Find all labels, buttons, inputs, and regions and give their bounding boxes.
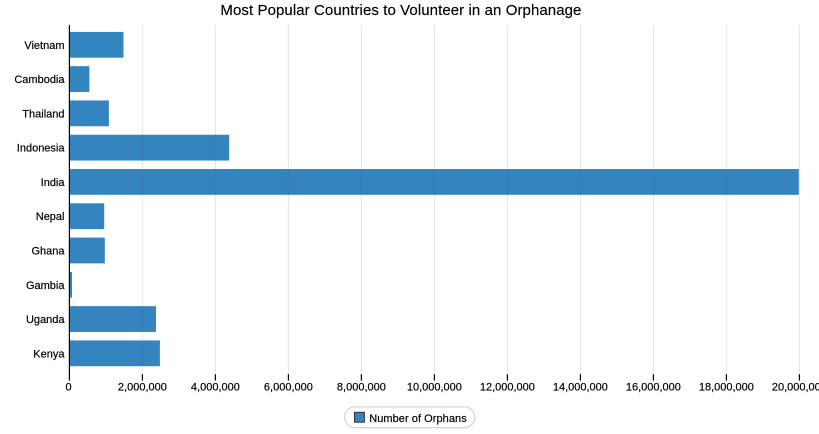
svg-text:Kenya: Kenya [33, 348, 65, 360]
svg-text:6,000,000: 6,000,000 [264, 382, 313, 394]
svg-text:0: 0 [65, 382, 71, 394]
svg-text:12,000,000: 12,000,000 [480, 382, 535, 394]
svg-text:India: India [41, 177, 66, 189]
svg-text:Ghana: Ghana [31, 245, 65, 257]
svg-text:Indonesia: Indonesia [17, 143, 66, 155]
svg-text:Thailand: Thailand [22, 108, 64, 120]
svg-text:2,000,000: 2,000,000 [118, 382, 167, 394]
svg-text:Vietnam: Vietnam [24, 40, 64, 52]
svg-text:10,000,000: 10,000,000 [407, 382, 462, 394]
svg-text:Nepal: Nepal [36, 211, 65, 223]
svg-text:14,000,000: 14,000,000 [553, 382, 608, 394]
svg-text:16,000,000: 16,000,000 [626, 382, 681, 394]
svg-text:Gambia: Gambia [26, 280, 65, 292]
svg-text:Number of Orphans: Number of Orphans [369, 413, 467, 425]
svg-text:4,000,000: 4,000,000 [191, 382, 240, 394]
svg-text:Uganda: Uganda [26, 314, 65, 326]
svg-text:Cambodia: Cambodia [14, 74, 65, 86]
svg-text:Most Popular Countries to Volu: Most Popular Countries to Volunteer in a… [220, 2, 581, 19]
svg-text:8,000,000: 8,000,000 [337, 382, 386, 394]
svg-text:20,000,000: 20,000,000 [772, 382, 819, 394]
svg-text:18,000,000: 18,000,000 [699, 382, 754, 394]
